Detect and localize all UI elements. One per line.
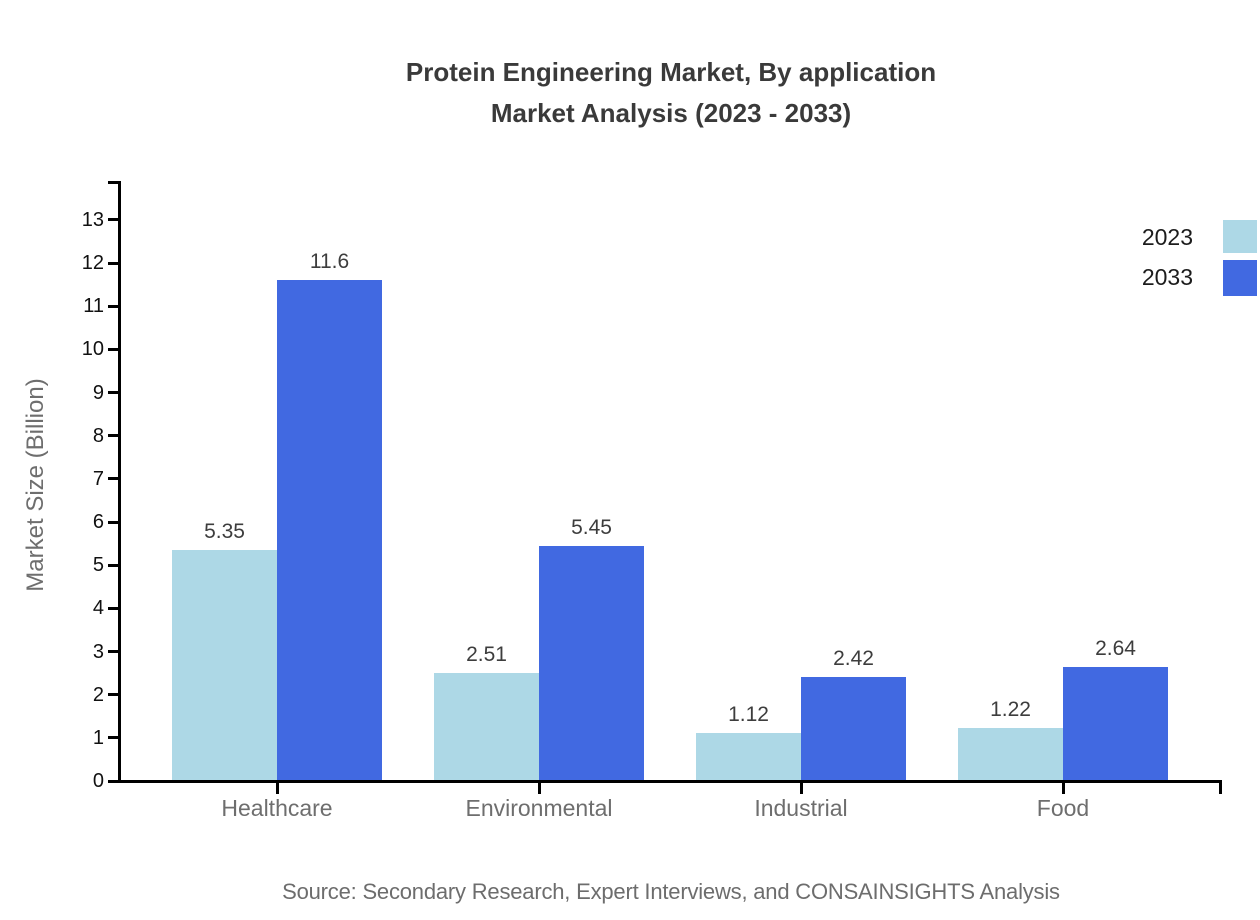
x-axis-end-cap bbox=[1219, 780, 1222, 794]
x-tick-environmental bbox=[537, 782, 541, 794]
y-tick-label-11: 11 bbox=[83, 295, 104, 318]
y-tick-label-2: 2 bbox=[92, 683, 104, 706]
y-tick-label-4: 4 bbox=[92, 597, 104, 620]
y-tick-5 bbox=[108, 563, 118, 567]
bar-value-2023-food: 1.22 bbox=[990, 698, 1031, 722]
y-tick-6 bbox=[108, 520, 118, 524]
y-tick-9 bbox=[108, 391, 118, 394]
y-tick-label-7: 7 bbox=[92, 467, 104, 490]
x-category-label-industrial: Industrial bbox=[754, 795, 848, 821]
bar-value-2023-healthcare: 5.35 bbox=[204, 520, 245, 544]
y-tick-2 bbox=[108, 693, 118, 697]
bar-2033-industrial bbox=[801, 676, 906, 783]
y-tick-3 bbox=[108, 650, 118, 653]
x-category-label-environmental: Environmental bbox=[465, 795, 613, 821]
y-tick-label-9: 9 bbox=[92, 381, 104, 404]
source-attribution: Source: Secondary Research, Expert Inter… bbox=[282, 879, 1060, 904]
y-tick-0 bbox=[108, 779, 118, 783]
bar-2023-industrial bbox=[696, 732, 801, 783]
x-category-label-food: Food bbox=[1036, 795, 1090, 821]
bar-2033-environmental bbox=[539, 545, 644, 783]
bar-value-2033-food: 2.64 bbox=[1095, 637, 1136, 661]
y-tick-label-8: 8 bbox=[92, 424, 104, 447]
legend-label-2033: 2033 bbox=[1141, 264, 1193, 290]
y-tick-4 bbox=[108, 606, 118, 610]
legend-label-2023: 2023 bbox=[1141, 224, 1193, 250]
bar-value-2033-industrial: 2.42 bbox=[833, 646, 874, 670]
bar-2033-food bbox=[1063, 667, 1168, 783]
y-tick-label-6: 6 bbox=[92, 511, 104, 533]
chart-title: Protein Engineering Market, By applicati… bbox=[80, 52, 1260, 134]
y-tick-label-0: 0 bbox=[92, 770, 104, 792]
y-tick-label-3: 3 bbox=[92, 640, 104, 663]
y-tick-10 bbox=[108, 347, 118, 351]
y-tick-7 bbox=[108, 477, 118, 481]
bar-value-2033-healthcare: 11.6 bbox=[309, 250, 350, 274]
x-axis-line bbox=[108, 780, 1222, 783]
bar-2023-environmental bbox=[434, 672, 539, 783]
bar-2023-healthcare bbox=[172, 550, 277, 783]
y-tick-13 bbox=[108, 218, 118, 222]
bar-2023-food bbox=[958, 728, 1063, 783]
bar-value-2023-environmental: 2.51 bbox=[466, 642, 507, 666]
y-tick-label-12: 12 bbox=[81, 252, 104, 274]
x-tick-industrial bbox=[799, 782, 803, 794]
y-tick-8 bbox=[108, 434, 118, 438]
x-tick-food bbox=[1061, 782, 1065, 794]
y-tick-label-1: 1 bbox=[92, 726, 104, 749]
y-tick-11 bbox=[108, 304, 118, 308]
chart-title-line1: Protein Engineering Market, By applicati… bbox=[405, 57, 937, 87]
legend-swatch-2023 bbox=[1223, 220, 1257, 253]
x-category-label-healthcare: Healthcare bbox=[221, 795, 333, 821]
y-tick-label-5: 5 bbox=[92, 554, 104, 577]
y-axis-end-cap bbox=[108, 181, 118, 184]
y-tick-label-10: 10 bbox=[81, 338, 104, 361]
y-tick-1 bbox=[108, 736, 118, 740]
bar-2033-healthcare bbox=[277, 280, 382, 783]
y-axis-line bbox=[118, 181, 121, 783]
x-tick-healthcare bbox=[275, 782, 279, 794]
y-tick-label-13: 13 bbox=[81, 208, 104, 231]
legend-swatch-2033 bbox=[1223, 260, 1257, 296]
bar-value-2023-industrial: 1.12 bbox=[728, 702, 769, 726]
chart-title-line2: Market Analysis (2023 - 2033) bbox=[490, 98, 852, 128]
y-tick-12 bbox=[108, 261, 118, 265]
bar-value-2033-environmental: 5.45 bbox=[571, 515, 612, 539]
